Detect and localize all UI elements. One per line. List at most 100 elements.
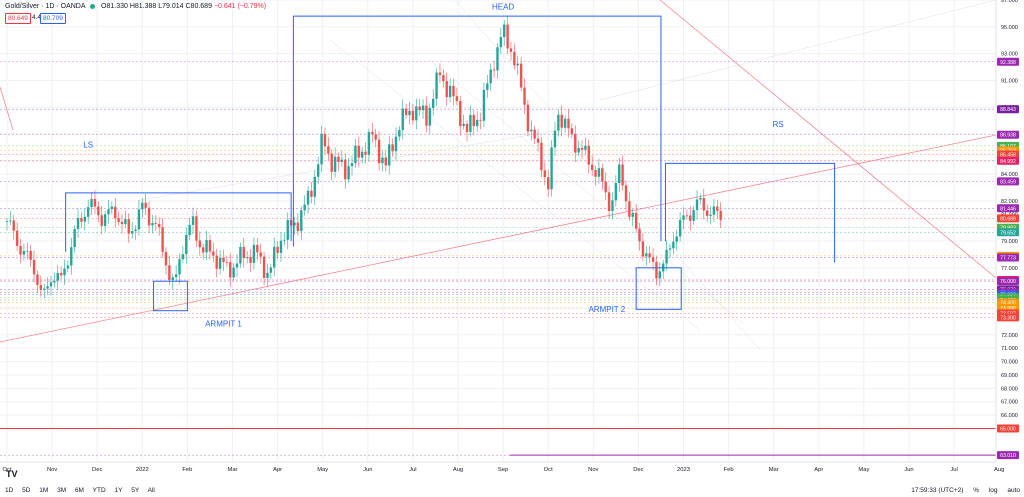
candle-body	[624, 185, 628, 202]
candle-body	[384, 157, 388, 166]
log-scale-button[interactable]: log	[988, 487, 998, 494]
candle-body	[536, 138, 540, 143]
candle-body	[235, 263, 239, 268]
candle-body	[32, 259, 36, 275]
candle-body	[719, 210, 722, 221]
candle-body	[388, 144, 391, 166]
timeframe-ytd-button[interactable]: YTD	[92, 487, 106, 494]
candle-body	[543, 170, 547, 178]
price-axis[interactable]: 97.00095.00093.00091.00089.00087.00085.0…	[995, 0, 1024, 497]
timeframe-5d-button[interactable]: 5D	[22, 487, 31, 494]
candle-body	[425, 105, 428, 126]
candle-body	[323, 133, 327, 147]
candle-body	[80, 217, 83, 222]
candle-body	[340, 159, 344, 162]
candle-body	[465, 123, 469, 132]
timeframe-1d-button[interactable]: 1D	[5, 487, 14, 494]
candle-body	[134, 229, 137, 232]
candle-body	[702, 198, 705, 211]
time-axis[interactable]: Oct Nov Dec 2022 Feb Mar Apr May Jun Jul Aug Sep Oct…	[0, 461, 1004, 473]
price-tick: 95.000	[1001, 25, 1018, 31]
candle-body	[70, 247, 73, 266]
candle-body	[242, 246, 245, 259]
candle-body	[269, 267, 273, 273]
candle-body	[262, 256, 266, 278]
candle-body	[452, 85, 455, 97]
candle-body	[712, 206, 716, 215]
candle-body	[296, 222, 300, 232]
annotation-label: LS	[83, 140, 93, 149]
candle-body	[330, 153, 333, 172]
candle-body	[641, 241, 645, 257]
time-tick: Feb	[182, 467, 192, 473]
price-axis-bg	[996, 0, 1024, 497]
candle-body	[519, 63, 523, 88]
time-tick: Mar	[228, 467, 238, 473]
candle-body	[428, 107, 432, 126]
candle-body	[222, 257, 225, 263]
timeframe-1m-button[interactable]: 1M	[39, 487, 49, 494]
candle-body	[273, 246, 276, 268]
candle-body	[137, 209, 141, 230]
candle-body	[695, 199, 699, 211]
timeframe-all-button[interactable]: All	[147, 487, 155, 494]
bid-box[interactable]: 80.649	[5, 13, 31, 24]
candle-body	[188, 224, 191, 236]
price-label-tag	[997, 105, 1019, 114]
auto-scale-button[interactable]: auto	[1007, 487, 1020, 494]
candle-body	[218, 257, 222, 269]
left-shoulder-bracket	[65, 192, 292, 252]
timeframe-3m-button[interactable]: 3M	[57, 487, 67, 494]
candle-body	[475, 119, 479, 127]
candle-body	[76, 217, 80, 229]
price-tick: 68.000	[1001, 386, 1018, 392]
candle-body	[604, 181, 607, 193]
candle-body	[333, 156, 337, 172]
candle-body	[584, 145, 587, 150]
ohlc-values: O81.330 H81.388 L79.014 C80.689	[101, 3, 212, 10]
ask-box[interactable]: 80.709	[40, 13, 66, 24]
price-label-tag	[997, 130, 1019, 139]
trendline	[139, 129, 561, 201]
annotation-label: ARMPIT 2	[588, 305, 625, 314]
candle-body	[110, 206, 114, 210]
pattern-drawings	[65, 15, 836, 312]
price-label-text: 77.773	[1000, 255, 1016, 261]
candle-body	[63, 268, 66, 276]
timeframe-6m-button[interactable]: 6M	[74, 487, 84, 494]
percent-scale-button[interactable]: %	[973, 487, 980, 494]
time-tick: Jul	[950, 467, 957, 473]
clock-timezone[interactable]: 17:59:33 (UTC+2)	[911, 487, 964, 494]
trendline	[659, 0, 997, 279]
time-tick: Aug	[453, 467, 463, 473]
candle-body	[705, 210, 709, 216]
time-tick: Jun	[904, 467, 913, 473]
trendline	[329, 39, 701, 331]
timeframe-1y-button[interactable]: 1Y	[114, 487, 123, 494]
timeframe-5y-button[interactable]: 5Y	[131, 487, 140, 494]
candle-body	[93, 198, 97, 207]
candle-body	[151, 223, 154, 226]
candle-body	[117, 218, 120, 222]
candle-body	[668, 248, 672, 250]
candle-body	[313, 176, 317, 197]
candle-body	[225, 262, 229, 263]
candle-body	[685, 215, 689, 217]
candle-body	[12, 220, 15, 231]
candle-body	[418, 106, 421, 111]
symbol-title[interactable]: Gold/Silver · 1D · OANDA	[5, 3, 86, 10]
candle-body	[327, 146, 330, 154]
trendline	[0, 86, 14, 131]
candle-body	[66, 265, 70, 269]
candle-body	[144, 202, 147, 208]
candle-body	[208, 240, 212, 252]
candle-body	[550, 147, 553, 190]
price-tick: 71.000	[1001, 346, 1018, 352]
time-tick: Nov	[47, 467, 57, 473]
annotation-label: HEAD	[492, 2, 514, 11]
price-label-text: 92.388	[1000, 60, 1016, 66]
price-tick: 84.000	[1001, 172, 1018, 178]
candle-body	[181, 254, 185, 260]
armpit-2-box	[635, 267, 682, 310]
